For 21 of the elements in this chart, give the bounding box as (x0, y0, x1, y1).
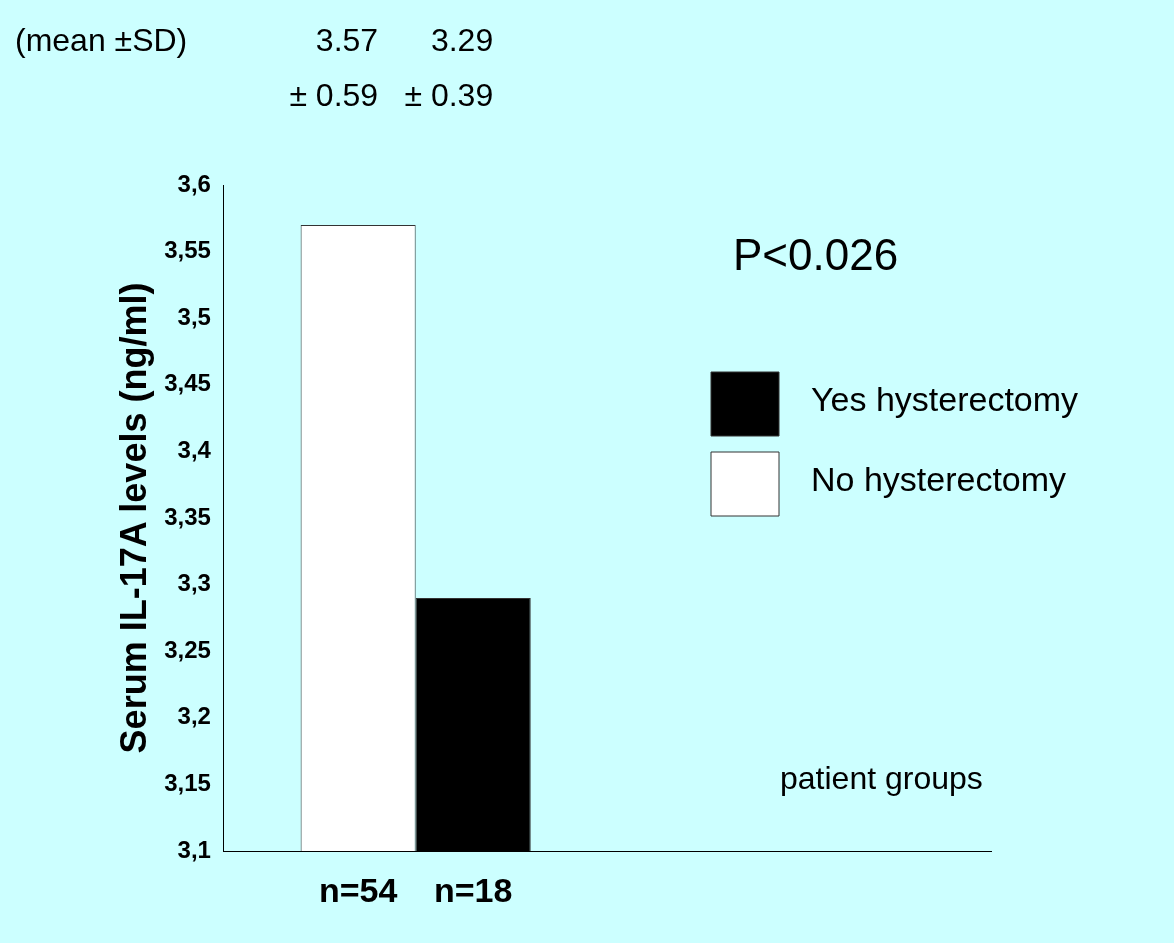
y-tick-label: 3,5 (177, 302, 211, 330)
legend-label: No hysterectomy (811, 460, 1067, 499)
y-tick-label: 3,25 (164, 635, 211, 663)
text: 3.57 ± 0.59 (289, 21, 379, 113)
y-tick-label: 3,2 (177, 702, 211, 730)
y-axis-title: Serum IL-17A levels (ng/ml) (112, 282, 154, 754)
text: n=54 (318, 871, 398, 910)
annotation: P<0.026 (733, 230, 899, 280)
text: 3.29 ± 0.39 (404, 21, 494, 113)
y-tick-label: 3,15 (164, 769, 211, 797)
y-tick-label: 3,45 (164, 369, 211, 397)
y-tick-label: 3,1 (177, 835, 211, 863)
y-tick-label: 3,6 (177, 169, 211, 197)
text: (mean ±SD) (15, 21, 188, 58)
legend-label: Yes hysterectomy (811, 380, 1079, 419)
x-axis-title: patient groups (780, 759, 983, 796)
text: n=18 (433, 871, 513, 910)
y-tick-label: 3,55 (164, 236, 211, 264)
y-tick-label: 3,4 (177, 436, 212, 464)
y-tick-label: 3,3 (177, 569, 211, 597)
y-tick-label: 3,35 (164, 502, 211, 530)
